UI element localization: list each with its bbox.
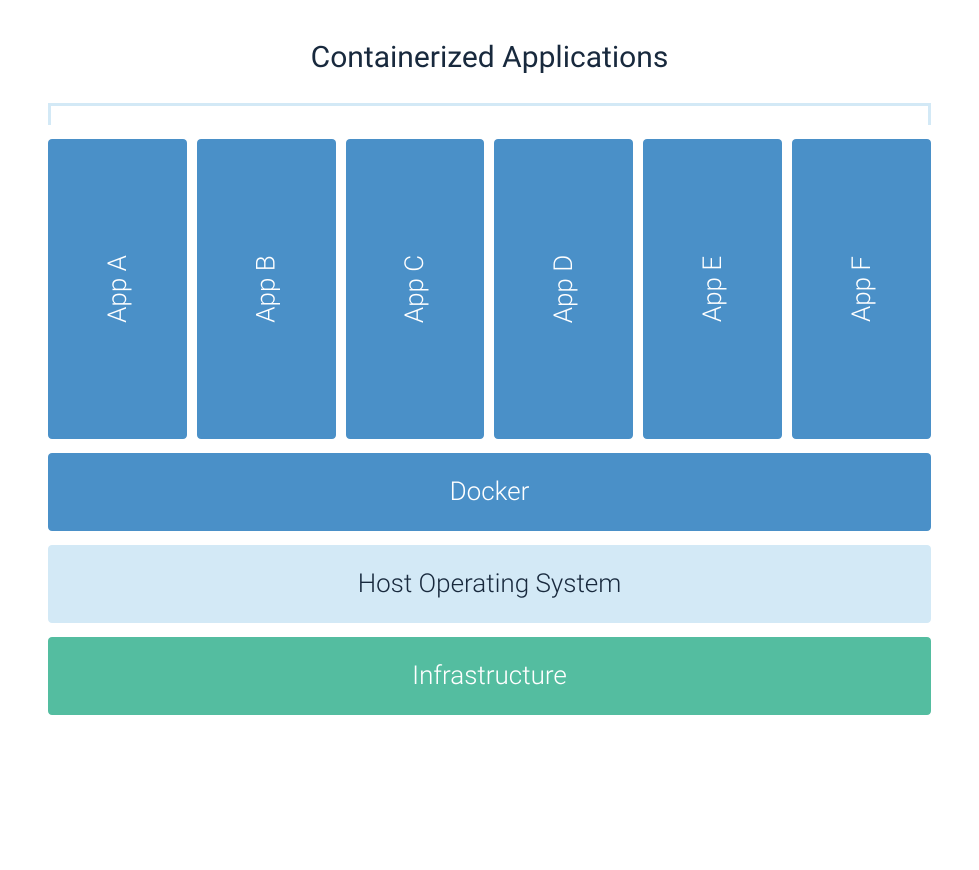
app-box: App A [48, 139, 187, 439]
layer-docker: Docker [48, 453, 931, 531]
layer-infrastructure: Infrastructure [48, 637, 931, 715]
app-label: App E [698, 256, 728, 322]
app-label: App A [102, 255, 132, 323]
app-label: App B [251, 255, 281, 322]
layer-label: Host Operating System [358, 569, 622, 599]
layer-label: Infrastructure [412, 661, 567, 691]
apps-bracket [48, 103, 931, 125]
app-label: App F [847, 256, 877, 322]
app-label: App C [400, 255, 430, 323]
app-box: App E [643, 139, 782, 439]
app-box: App D [494, 139, 633, 439]
app-box: App F [792, 139, 931, 439]
app-box: App C [346, 139, 485, 439]
apps-row: App A App B App C App D App E App F [48, 139, 931, 439]
app-label: App D [549, 255, 579, 323]
app-box: App B [197, 139, 336, 439]
diagram-container: Containerized Applications App A App B A… [48, 40, 931, 715]
diagram-title: Containerized Applications [48, 40, 931, 75]
layer-label: Docker [450, 477, 530, 507]
layer-host-os: Host Operating System [48, 545, 931, 623]
